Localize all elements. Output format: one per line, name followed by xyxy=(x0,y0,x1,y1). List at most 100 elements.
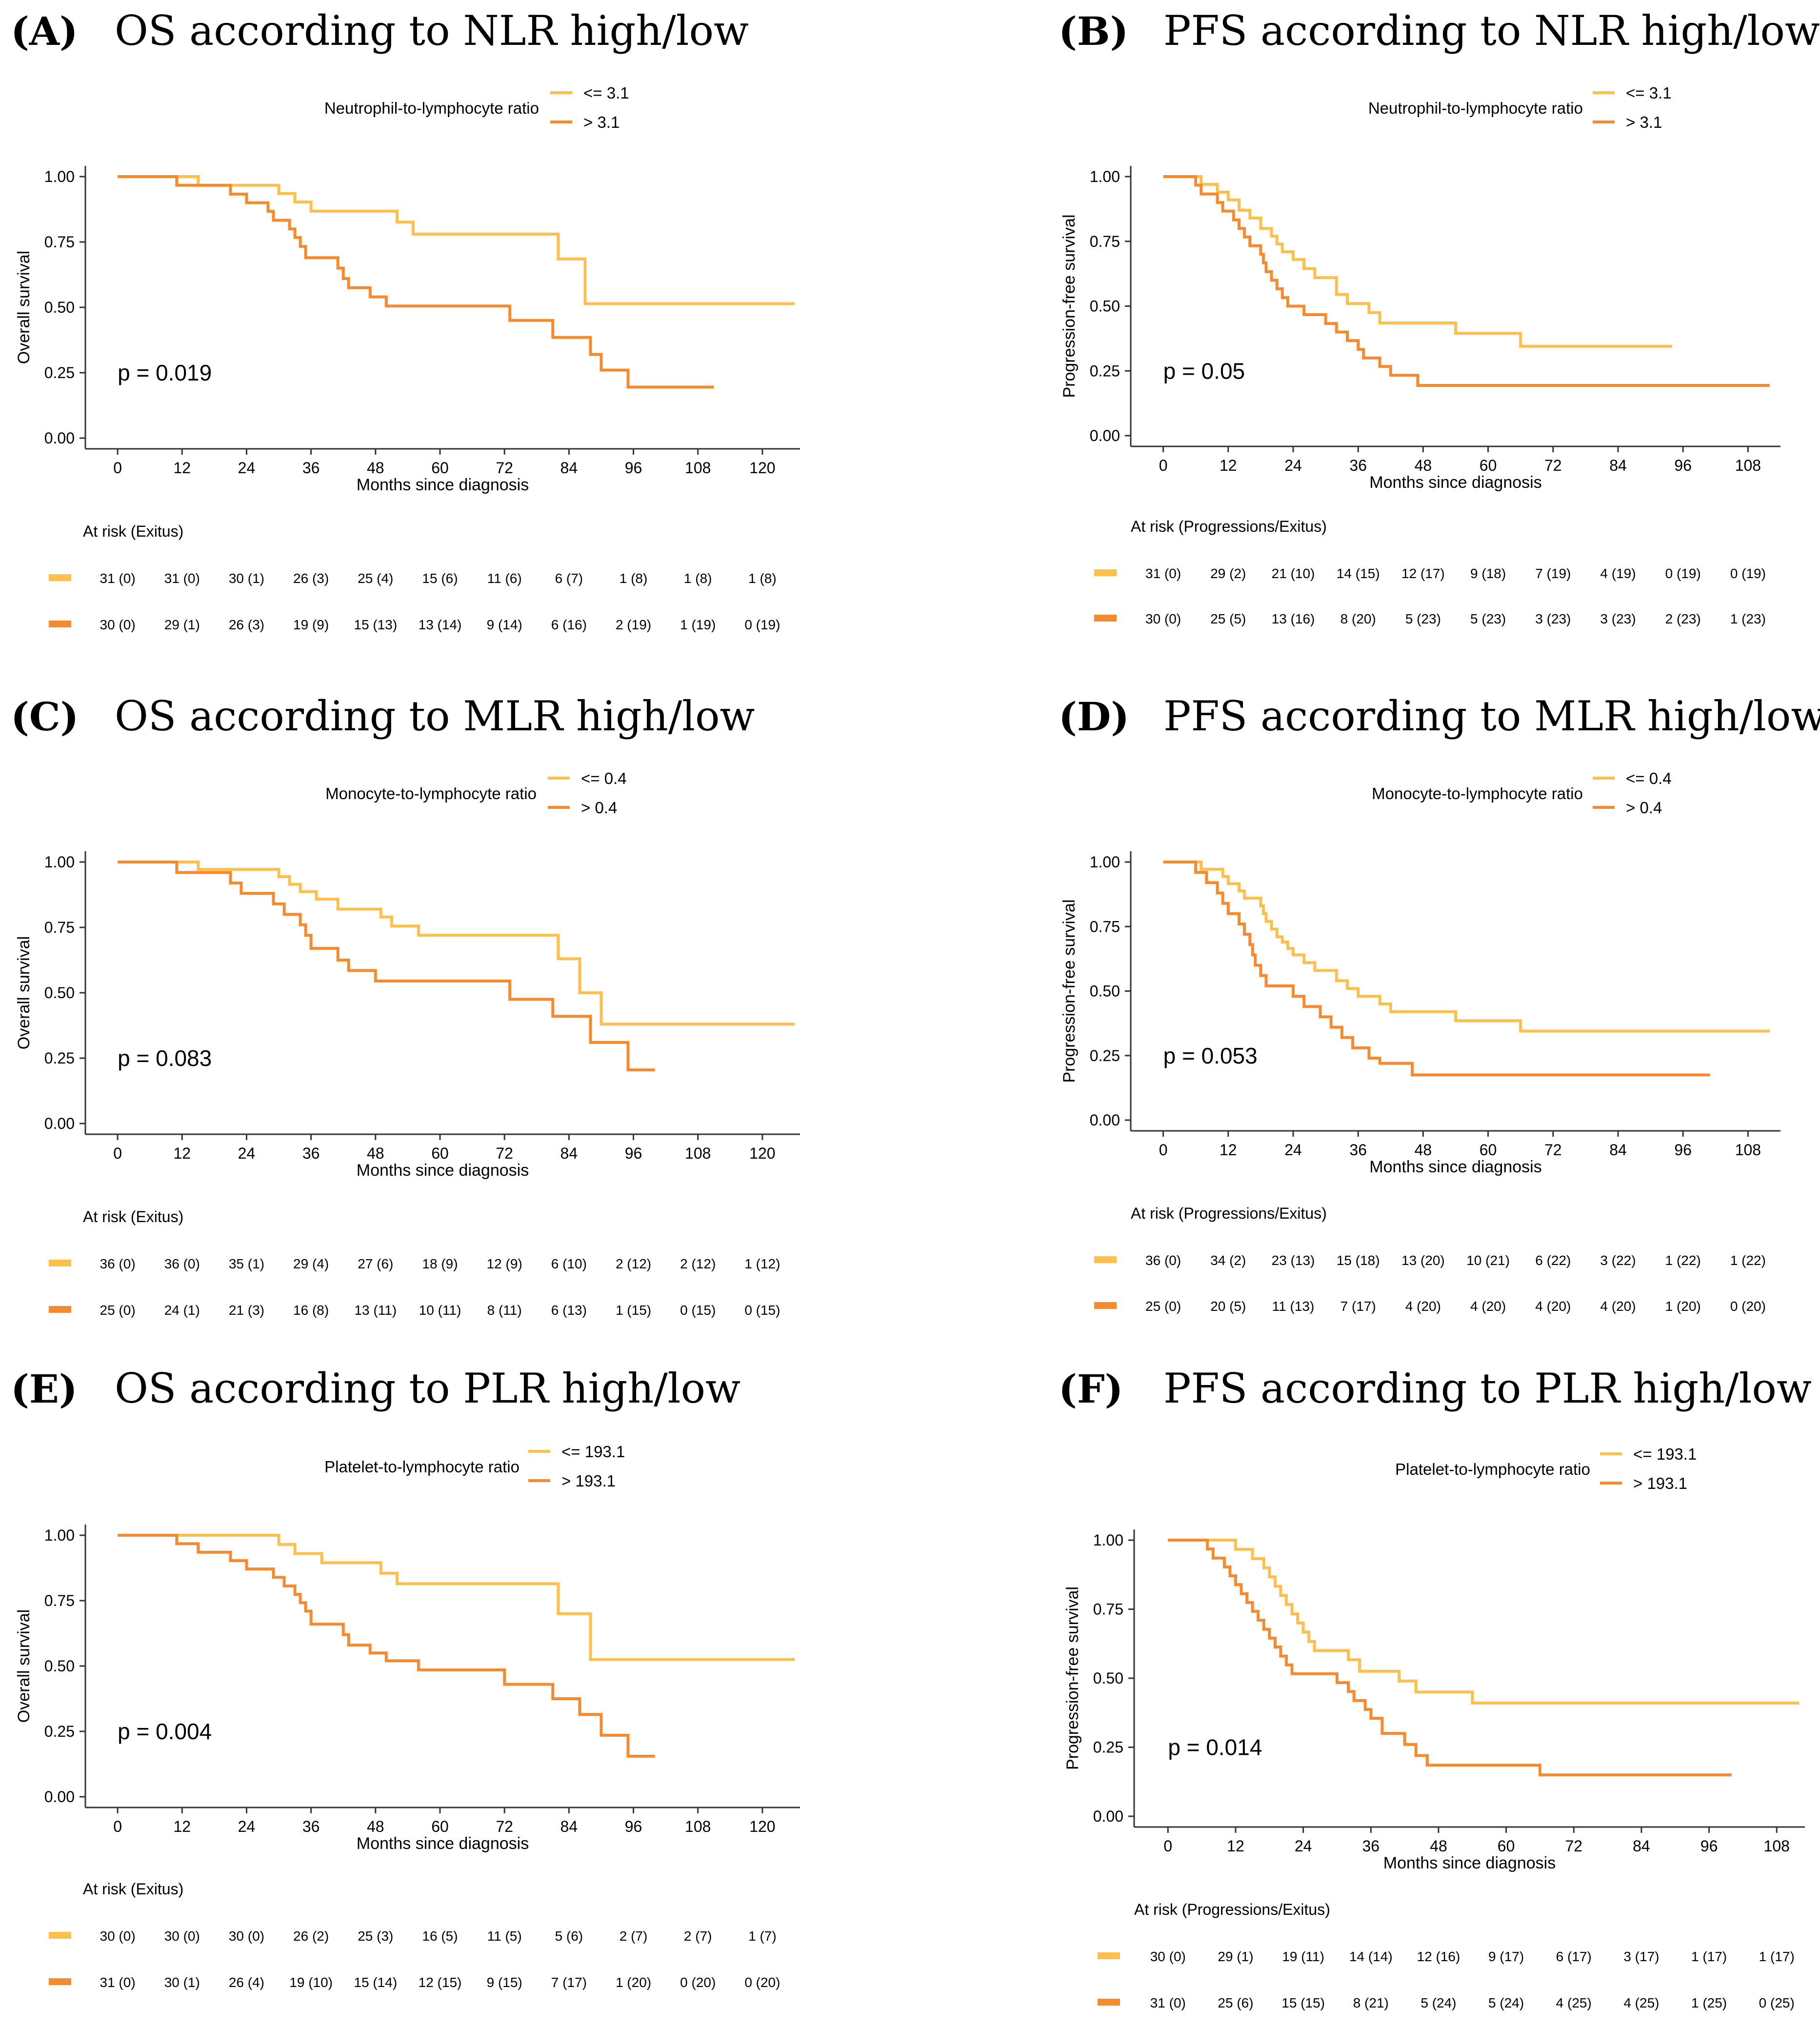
x-tick-label: 36 xyxy=(1362,1837,1380,1855)
risk-swatch-high xyxy=(49,621,71,627)
x-tick-label: 84 xyxy=(1633,1837,1650,1855)
risk-cell: 16 (8) xyxy=(293,1303,329,1318)
risk-cell: 4 (20) xyxy=(1535,1299,1571,1314)
risk-swatch-high xyxy=(49,1306,71,1313)
y-tick-label: 0.50 xyxy=(1093,1669,1123,1687)
risk-cell: 31 (0) xyxy=(1145,566,1181,581)
risk-cell: 0 (19) xyxy=(1665,566,1701,581)
x-tick-label: 84 xyxy=(560,1145,578,1162)
risk-cell: 1 (20) xyxy=(1665,1299,1701,1314)
risk-cell: 5 (6) xyxy=(555,1928,583,1944)
p-value: p = 0.083 xyxy=(118,1045,212,1071)
risk-cell: 1 (15) xyxy=(616,1303,651,1318)
legend-label-high: > 3.1 xyxy=(1626,113,1662,131)
risk-table-title: At risk (Progressions/Exitus) xyxy=(1131,518,1327,535)
legend-label-high: > 0.4 xyxy=(581,799,617,817)
risk-cell: 25 (3) xyxy=(358,1928,393,1944)
x-tick-label: 36 xyxy=(302,1145,320,1162)
y-tick-label: 1.00 xyxy=(1093,1531,1123,1549)
x-tick-label: 120 xyxy=(749,1818,775,1835)
panel-letter: (F) xyxy=(1059,1366,1123,1412)
y-tick-label: 0.50 xyxy=(44,984,75,1002)
panel-letter: (A) xyxy=(11,8,78,54)
x-tick-label: 60 xyxy=(1480,457,1497,474)
x-tick-label: 0 xyxy=(1159,457,1168,474)
x-tick-label: 96 xyxy=(625,459,642,477)
risk-table-title: At risk (Progressions/Exitus) xyxy=(1134,1901,1330,1918)
panel-C: (C) OS according to MLR high/low Monocyte-… xyxy=(11,692,800,1318)
y-tick-label: 0.75 xyxy=(1090,918,1120,935)
risk-cell: 13 (11) xyxy=(354,1303,397,1318)
p-value: p = 0.05 xyxy=(1163,358,1245,383)
panel-letter: (D) xyxy=(1059,694,1129,740)
risk-cell: 5 (24) xyxy=(1488,1995,1524,2010)
legend-label-low: <= 193.1 xyxy=(561,1443,625,1461)
x-tick-label: 60 xyxy=(431,459,449,477)
risk-swatch-high xyxy=(49,1978,71,1985)
x-tick-label: 108 xyxy=(685,1145,711,1162)
risk-cell: 26 (2) xyxy=(293,1928,329,1944)
y-axis-label: Overall survival xyxy=(15,936,33,1049)
risk-cell: 1 (8) xyxy=(748,571,777,586)
risk-cell: 30 (0) xyxy=(100,617,136,632)
risk-cell: 2 (12) xyxy=(680,1256,716,1271)
x-tick-label: 48 xyxy=(367,459,384,477)
x-tick-label: 0 xyxy=(1163,1837,1172,1855)
risk-cell: 0 (20) xyxy=(680,1975,716,1990)
y-axis-label: Overall survival xyxy=(15,251,33,364)
legend-label-low: <= 3.1 xyxy=(583,84,629,102)
risk-cell: 4 (20) xyxy=(1405,1299,1441,1314)
risk-cell: 1 (7) xyxy=(748,1928,777,1944)
risk-cell: 11 (13) xyxy=(1272,1299,1315,1314)
risk-cell: 10 (21) xyxy=(1466,1253,1510,1268)
risk-cell: 1 (17) xyxy=(1759,1949,1795,1964)
risk-cell: 1 (17) xyxy=(1691,1949,1727,1964)
risk-cell: 29 (4) xyxy=(293,1256,329,1271)
risk-cell: 9 (17) xyxy=(1488,1949,1524,1964)
x-tick-label: 24 xyxy=(238,1818,256,1835)
x-axis-label: Months since diagnosis xyxy=(1383,1854,1556,1872)
risk-cell: 29 (1) xyxy=(164,617,200,632)
risk-swatch-low xyxy=(49,1260,71,1266)
x-tick-label: 24 xyxy=(238,459,256,477)
risk-cell: 3 (17) xyxy=(1623,1949,1659,1964)
risk-cell: 0 (20) xyxy=(1730,1299,1766,1314)
x-axis-label: Months since diagnosis xyxy=(1369,1158,1541,1176)
risk-cell: 6 (22) xyxy=(1535,1253,1571,1268)
risk-cell: 13 (16) xyxy=(1272,611,1315,626)
risk-cell: 5 (23) xyxy=(1405,611,1441,626)
x-tick-label: 48 xyxy=(367,1145,384,1162)
x-tick-label: 72 xyxy=(1544,457,1562,474)
risk-cell: 30 (0) xyxy=(164,1928,200,1944)
x-tick-label: 36 xyxy=(1349,1141,1367,1159)
risk-cell: 1 (19) xyxy=(680,617,716,632)
risk-cell: 25 (6) xyxy=(1218,1995,1253,2010)
legend-label-high: > 193.1 xyxy=(561,1472,616,1490)
risk-cell: 11 (5) xyxy=(487,1928,522,1944)
x-tick-label: 24 xyxy=(1295,1837,1312,1855)
x-tick-label: 0 xyxy=(113,459,122,477)
legend-label-low: <= 0.4 xyxy=(1626,769,1672,787)
risk-cell: 25 (0) xyxy=(1145,1299,1181,1314)
risk-cell: 2 (7) xyxy=(684,1928,712,1944)
x-tick-label: 72 xyxy=(496,459,513,477)
risk-cell: 8 (20) xyxy=(1340,611,1376,626)
x-tick-label: 84 xyxy=(1609,457,1627,474)
legend-label-low: <= 0.4 xyxy=(581,769,627,787)
x-tick-label: 12 xyxy=(173,1818,191,1835)
risk-cell: 2 (7) xyxy=(620,1928,648,1944)
risk-cell: 0 (15) xyxy=(680,1303,716,1318)
y-tick-label: 0.25 xyxy=(1093,1739,1123,1756)
risk-cell: 3 (23) xyxy=(1600,611,1636,626)
risk-cell: 8 (11) xyxy=(487,1303,522,1318)
km-curve-low xyxy=(118,1534,795,1661)
risk-cell: 7 (17) xyxy=(1340,1299,1376,1314)
risk-cell: 13 (14) xyxy=(419,617,462,632)
risk-swatch-high xyxy=(1094,615,1117,622)
risk-cell: 12 (15) xyxy=(419,1975,462,1990)
x-tick-label: 96 xyxy=(1674,457,1692,474)
risk-cell: 12 (17) xyxy=(1401,566,1445,581)
x-axis-label: Months since diagnosis xyxy=(357,1834,529,1853)
risk-cell: 14 (14) xyxy=(1349,1949,1393,1964)
risk-cell: 15 (14) xyxy=(354,1975,397,1990)
